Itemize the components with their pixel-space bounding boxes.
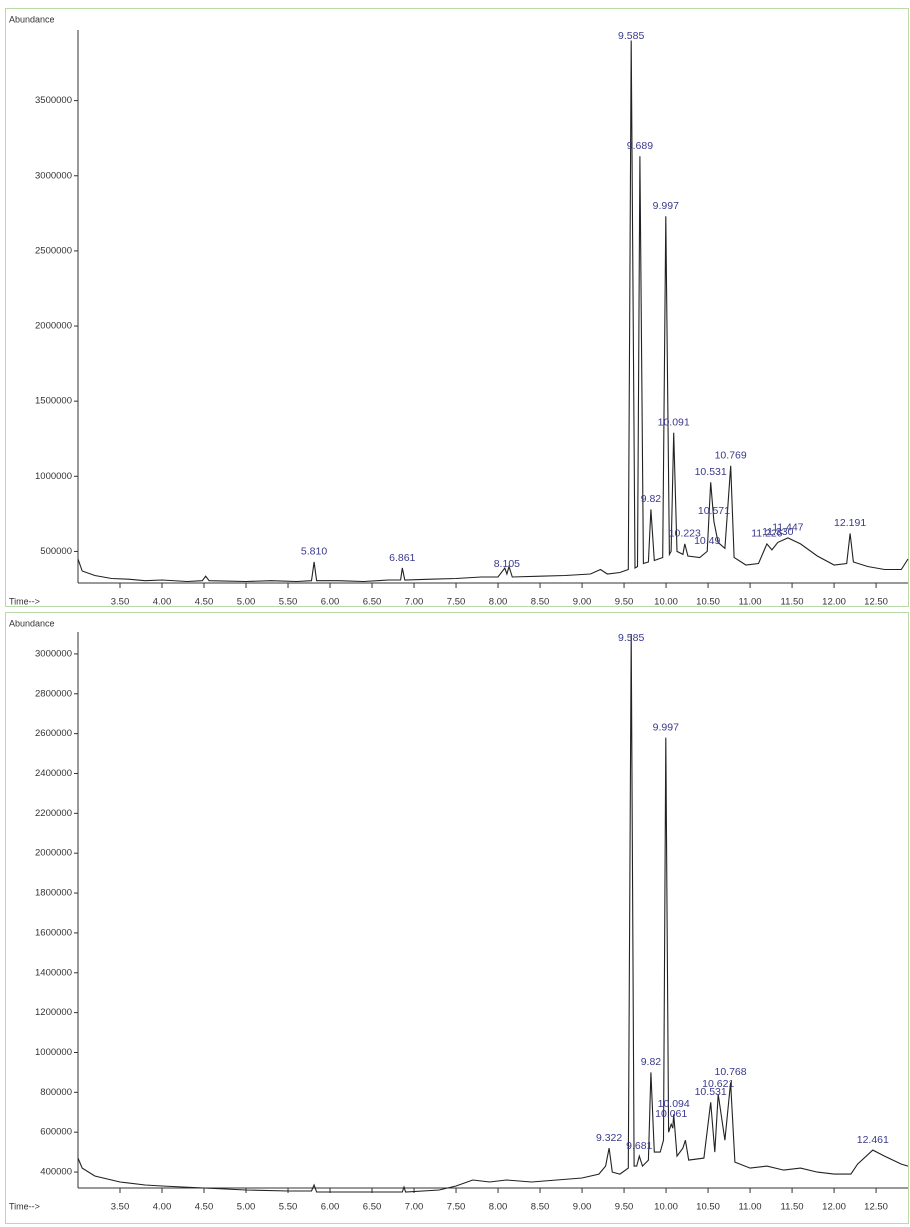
x-tick-label: 12.00 [822, 1202, 846, 1213]
peak-label: 10.094 [658, 1098, 690, 1110]
x-tick-label: 6.00 [321, 1202, 340, 1213]
y-tick-label: 2000000 [35, 321, 72, 332]
peak-label: 9.322 [596, 1132, 622, 1144]
x-axis-label: Time--> [9, 596, 40, 606]
peak-label: 11.226 [751, 528, 782, 540]
x-tick-label: 9.50 [615, 597, 634, 608]
y-tick-label: 1500000 [35, 396, 72, 407]
x-tick-label: 4.50 [195, 1202, 214, 1213]
x-tick-label: 6.00 [321, 597, 340, 608]
peak-label: 9.82 [641, 1056, 662, 1068]
y-tick-label: 2000000 [35, 848, 72, 859]
peak-label: 10.091 [658, 417, 690, 429]
panel-frame [5, 612, 909, 1224]
peak-label: 12.461 [857, 1134, 889, 1146]
x-tick-label: 7.50 [447, 597, 466, 608]
y-tick-label: 3000000 [35, 648, 72, 659]
y-tick-label: 400000 [40, 1167, 72, 1178]
y-tick-label: 3500000 [35, 95, 72, 106]
x-tick-label: 4.00 [153, 1202, 172, 1213]
peak-label: 8.105 [494, 558, 520, 570]
peak-label: 10.621 [702, 1078, 734, 1090]
peak-label: 9.681 [626, 1140, 652, 1152]
peak-label: 10.768 [715, 1066, 747, 1078]
peak-label: 9.997 [653, 721, 679, 733]
y-tick-label: 2400000 [35, 768, 72, 779]
y-axis-label: Abundance [9, 618, 55, 628]
y-tick-label: 600000 [40, 1127, 72, 1138]
y-tick-label: 3000000 [35, 170, 72, 181]
x-tick-label: 12.00 [822, 597, 846, 608]
y-tick-label: 2800000 [35, 688, 72, 699]
x-tick-label: 10.50 [696, 597, 720, 608]
x-tick-label: 5.50 [279, 597, 298, 608]
x-tick-label: 9.50 [615, 1202, 634, 1213]
x-tick-label: 4.00 [153, 597, 172, 608]
peak-label: 10.769 [715, 450, 747, 462]
y-tick-label: 2200000 [35, 808, 72, 819]
x-axis-label: Time--> [9, 1201, 40, 1211]
x-tick-label: 10.00 [654, 1202, 678, 1213]
peak-label: 10.571 [698, 505, 730, 517]
x-tick-label: 5.00 [237, 1202, 256, 1213]
x-tick-label: 5.00 [237, 597, 256, 608]
y-tick-label: 500000 [40, 546, 72, 557]
x-tick-label: 12.50 [864, 1202, 888, 1213]
peak-label: 10.061 [655, 1108, 687, 1120]
peak-label: 9.997 [653, 200, 679, 212]
x-tick-label: 11.00 [739, 1202, 762, 1213]
peak-label: 6.861 [389, 552, 415, 564]
x-tick-label: 10.50 [696, 1202, 720, 1213]
x-tick-label: 11.00 [739, 597, 762, 608]
y-tick-label: 1800000 [35, 888, 72, 899]
y-tick-label: 2600000 [35, 728, 72, 739]
x-tick-label: 11.50 [781, 1202, 804, 1213]
x-tick-label: 7.00 [405, 597, 424, 608]
y-axis-label: Abundance [9, 14, 55, 24]
x-tick-label: 3.50 [111, 1202, 130, 1213]
x-tick-label: 9.00 [573, 597, 592, 608]
peak-label: 10.531 [695, 1086, 727, 1098]
peak-label: 5.810 [301, 546, 327, 558]
y-tick-label: 800000 [40, 1087, 72, 1098]
y-tick-label: 1000000 [35, 1047, 72, 1058]
x-tick-label: 8.50 [531, 1202, 550, 1213]
x-tick-label: 10.00 [654, 597, 678, 608]
x-tick-label: 8.00 [489, 1202, 508, 1213]
x-tick-label: 5.50 [279, 1202, 298, 1213]
peak-label: 9.585 [618, 632, 644, 644]
peak-label: 11.330 [762, 526, 793, 538]
y-tick-label: 1600000 [35, 927, 72, 938]
x-tick-label: 7.00 [405, 1202, 424, 1213]
x-tick-label: 11.50 [781, 597, 804, 608]
panel-frame [5, 8, 909, 607]
y-tick-label: 1200000 [35, 1007, 72, 1018]
x-tick-label: 6.50 [363, 597, 382, 608]
x-tick-label: 6.50 [363, 1202, 382, 1213]
y-tick-label: 2500000 [35, 245, 72, 256]
peak-label: 9.82 [641, 493, 662, 505]
peak-label: 10.49 [694, 535, 720, 547]
x-tick-label: 12.50 [864, 597, 888, 608]
trace [77, 633, 909, 1193]
peak-label: 10.531 [695, 466, 727, 478]
peak-label: 11.447 [772, 522, 803, 534]
peak-label: 12.191 [834, 517, 866, 529]
y-tick-label: 1400000 [35, 967, 72, 978]
trace [77, 40, 909, 583]
x-tick-label: 8.00 [489, 597, 508, 608]
x-tick-label: 9.00 [573, 1202, 592, 1213]
peak-label: 10.223 [669, 528, 701, 540]
x-tick-label: 4.50 [195, 597, 214, 608]
peak-label: 9.585 [618, 30, 644, 42]
x-tick-label: 8.50 [531, 597, 550, 608]
x-tick-label: 7.50 [447, 1202, 466, 1213]
y-tick-label: 1000000 [35, 471, 72, 482]
x-tick-label: 3.50 [111, 597, 130, 608]
peak-label: 9.689 [627, 140, 653, 152]
